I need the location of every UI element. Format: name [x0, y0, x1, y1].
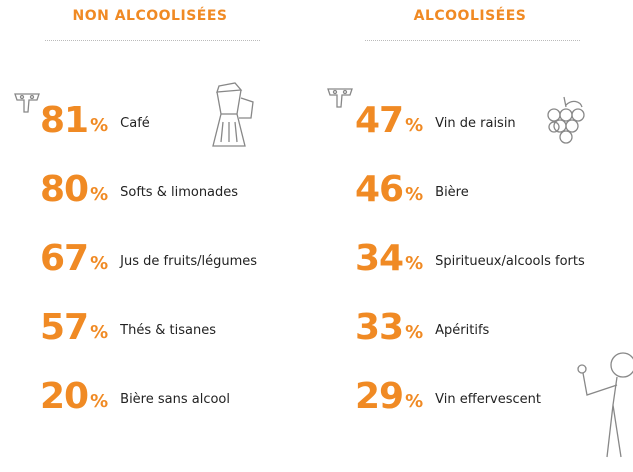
- grapes-icon: [547, 96, 585, 144]
- stat-value: 34: [355, 237, 404, 279]
- stat-value: 57: [40, 306, 89, 348]
- column-title: ALCOOLISÉES: [413, 8, 527, 24]
- stat-label: Apéritifs: [435, 322, 490, 338]
- stat-label: Softs & limonades: [120, 184, 239, 200]
- stat-row: 46% Bière: [355, 167, 469, 211]
- stat-row: 67% Jus de fruits/légumes: [40, 236, 257, 280]
- stat-value: 67: [40, 237, 89, 279]
- trophy-icon: [327, 88, 353, 108]
- divider: [45, 40, 260, 41]
- stat-unit: %: [90, 321, 109, 343]
- stat-label: Bière sans alcool: [120, 391, 231, 407]
- stat-row: 57% Thés & tisanes: [40, 305, 216, 349]
- stat-unit: %: [90, 252, 109, 274]
- stat-row: 80% Softs & limonades: [40, 167, 238, 211]
- stat-label: Thés & tisanes: [120, 322, 216, 338]
- stat-unit: %: [405, 390, 424, 412]
- stat-row: 34% Spiritueux/alcools forts: [355, 236, 585, 280]
- stat-row: 20% Bière sans alcool: [40, 374, 230, 418]
- stat-value: 47: [355, 99, 404, 141]
- stat-unit: %: [405, 252, 424, 274]
- stat-label: Café: [120, 115, 150, 131]
- stat-label: Jus de fruits/légumes: [120, 253, 258, 269]
- stat-value: 81: [40, 99, 89, 141]
- stat-label: Vin effervescent: [435, 391, 541, 407]
- stat-unit: %: [90, 390, 109, 412]
- stat-row: 81% Café: [40, 98, 150, 142]
- stat-unit: %: [405, 321, 424, 343]
- stat-unit: %: [405, 183, 424, 205]
- stat-value: 46: [355, 168, 404, 210]
- trophy-icon: [14, 93, 40, 113]
- stat-label: Spiritueux/alcools forts: [435, 253, 585, 269]
- column-title: NON ALCOOLISÉES: [72, 8, 228, 24]
- person-icon: [577, 352, 633, 458]
- stat-unit: %: [405, 114, 424, 136]
- stat-value: 20: [40, 375, 89, 417]
- stat-row: 47% Vin de raisin: [355, 98, 516, 142]
- stat-unit: %: [90, 183, 109, 205]
- stat-label: Bière: [435, 184, 469, 200]
- coffee-pot-icon: [212, 82, 254, 147]
- stat-value: 33: [355, 306, 404, 348]
- stat-row: 33% Apéritifs: [355, 305, 489, 349]
- stat-unit: %: [90, 114, 109, 136]
- stat-row: 29% Vin effervescent: [355, 374, 541, 418]
- divider: [365, 40, 580, 41]
- stat-value: 29: [355, 375, 404, 417]
- stat-value: 80: [40, 168, 89, 210]
- stat-label: Vin de raisin: [435, 115, 516, 131]
